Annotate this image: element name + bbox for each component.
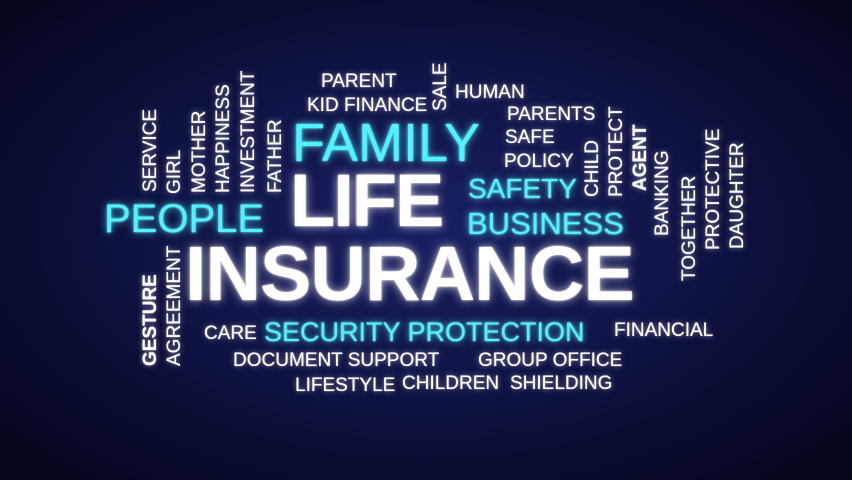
word-policy: POLICY [504, 151, 574, 172]
word-together: TOGETHER [679, 175, 700, 281]
word-human: HUMAN [455, 82, 525, 103]
word-children: CHILDREN [402, 373, 500, 394]
word-father: FATHER [265, 119, 286, 193]
word-shielding: SHIELDING [510, 373, 613, 394]
word-girl: GIRL [164, 149, 185, 194]
word-safety: SAFETY [468, 173, 577, 204]
word-mother: MOTHER [189, 110, 210, 193]
word-parents: PARENTS [507, 104, 596, 125]
word-protective: PROTECTIVE [703, 128, 724, 250]
word-banking: BANKING [652, 150, 673, 236]
word-sale: SALE [430, 62, 451, 111]
word-happiness: HAPPINESS [213, 84, 234, 193]
word-lifestyle: LIFESTYLE [295, 375, 396, 396]
word-care: CARE [204, 323, 257, 344]
word-financial: FINANCIAL [614, 320, 714, 341]
word-protect: PROTECT [606, 106, 627, 197]
word-agreement: AGREEMENT [164, 245, 185, 366]
word-life: LIFE [290, 159, 444, 242]
word-gesture: GESTURE [140, 274, 161, 366]
word-people: PEOPLE [104, 197, 265, 241]
word-agent: AGENT [630, 124, 651, 192]
word-family: FAMILY [292, 113, 481, 173]
word-insurance: INSURANCE [185, 231, 635, 317]
word-kid-finance: KID FINANCE [307, 95, 428, 116]
word-business: BUSINESS [467, 206, 624, 241]
word-daughter: DAUGHTER [727, 142, 748, 249]
word-security-protection: SECURITY PROTECTION [264, 317, 585, 347]
word-document-support: DOCUMENT SUPPORT [233, 350, 440, 371]
word-safe: SAFE [505, 127, 555, 148]
word-child: CHILD [582, 139, 603, 197]
word-investment: INVESTMENT [238, 70, 259, 193]
word-group-office: GROUP OFFICE [478, 350, 623, 371]
word-parent: PARENT [321, 71, 397, 92]
word-service: SERVICE [140, 108, 161, 192]
